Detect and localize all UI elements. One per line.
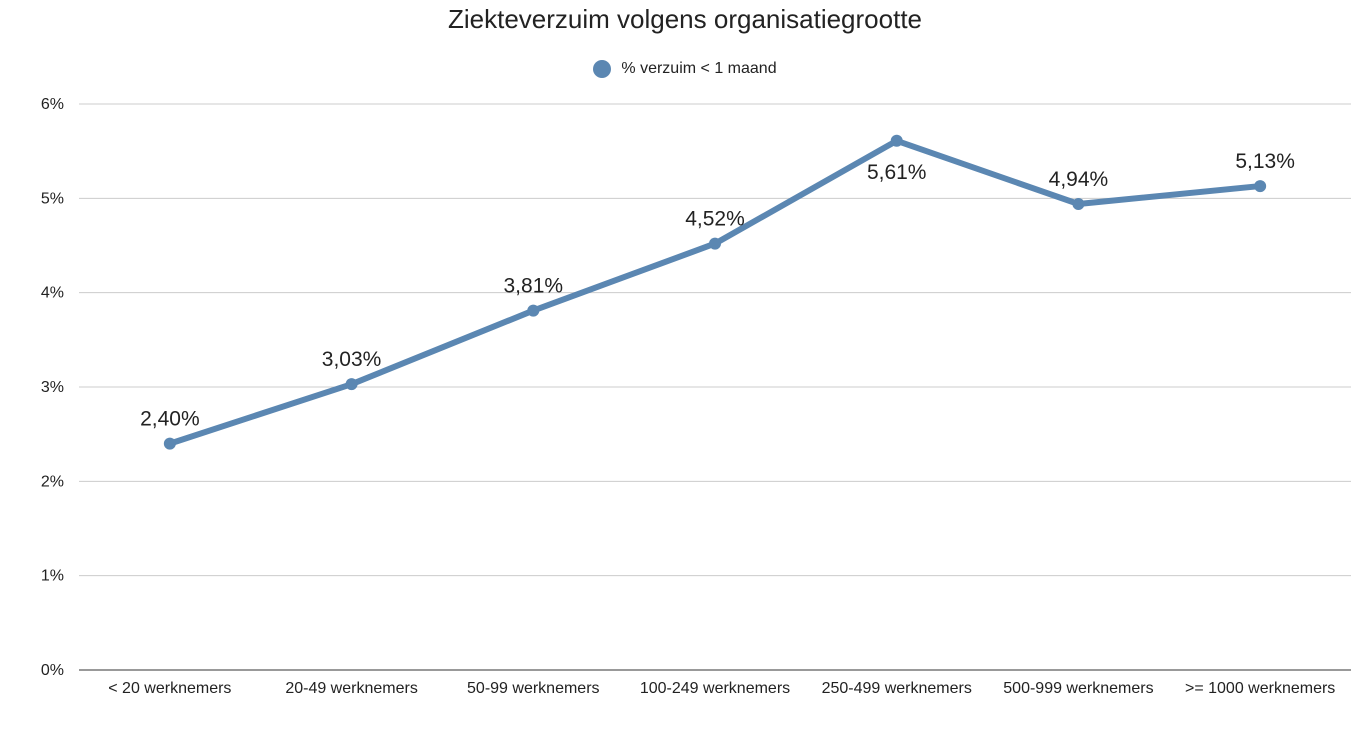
legend-marker	[593, 60, 612, 78]
x-tick-label: >= 1000 werknemers	[1185, 680, 1335, 697]
chart-title: Ziekteverzuim volgens organisatiegrootte	[447, 4, 923, 34]
y-tick-label: 5%	[41, 190, 64, 207]
x-tick-label: 250-499 werknemers	[822, 680, 972, 697]
legend: % verzuim < 1 maand	[0, 60, 1370, 78]
data-label: 3,81%	[504, 275, 564, 298]
data-point	[163, 437, 176, 450]
x-tick-label: 500-999 werknemers	[1003, 680, 1153, 697]
y-tick-label: 1%	[41, 568, 64, 585]
y-tick-label: 6%	[41, 96, 64, 113]
data-point	[1254, 180, 1267, 193]
data-point	[527, 304, 540, 317]
data-label: 2,40%	[140, 408, 200, 431]
data-label: 5,61%	[867, 161, 927, 184]
data-label: 3,03%	[322, 348, 382, 371]
data-label: 4,52%	[685, 208, 745, 231]
data-point	[890, 134, 903, 147]
data-label: 4,94%	[1049, 168, 1109, 191]
legend-label: % verzuim < 1 maand	[621, 60, 777, 77]
y-tick-label: 4%	[41, 285, 64, 302]
data-point	[345, 378, 358, 391]
data-label: 5,13%	[1235, 150, 1295, 173]
y-tick-label: 2%	[41, 473, 64, 490]
data-point	[709, 237, 721, 250]
x-tick-label: 50-99 werknemers	[467, 680, 600, 697]
x-tick-label: 100-249 werknemers	[640, 680, 790, 697]
x-tick-label: 20-49 werknemers	[285, 680, 418, 697]
y-tick-label: 0%	[41, 662, 64, 679]
x-tick-label: < 20 werknemers	[108, 680, 231, 697]
y-tick-label: 3%	[41, 379, 64, 396]
data-point	[1072, 197, 1085, 210]
